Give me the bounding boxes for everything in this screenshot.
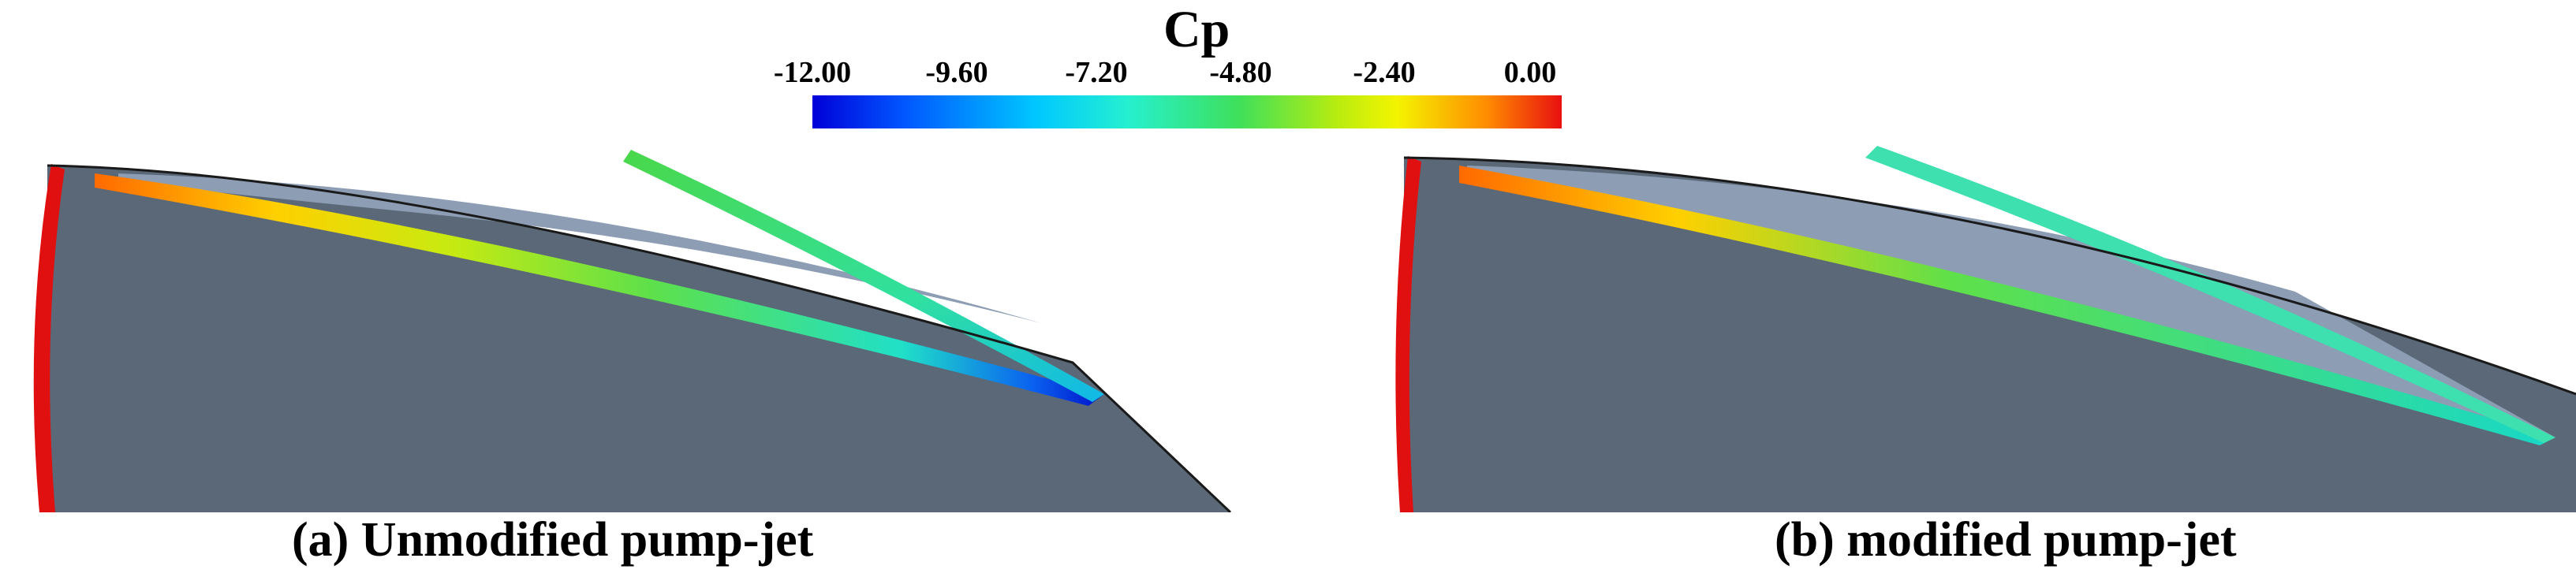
blade-surface [1404, 158, 2576, 512]
tip-gap-region [118, 173, 1041, 323]
hub-edge [1395, 156, 1421, 512]
colorbar-gradient [812, 95, 1562, 128]
blade-outline [47, 164, 1232, 512]
colorbar-title: Cp [1163, 1, 1230, 58]
colorbar-tick: -12.00 [773, 56, 852, 89]
vortex-filament [623, 150, 1104, 402]
colorbar-tick: 0.00 [1503, 56, 1557, 89]
vortex-filament [1865, 146, 2555, 443]
colorbar-tick: -9.60 [925, 56, 988, 89]
colorbar-tick: -2.40 [1353, 56, 1416, 89]
blade-outline [1403, 156, 2576, 396]
panel-b-render [1395, 146, 2576, 512]
blade-surface [47, 166, 1230, 512]
colorbar-tick: -7.20 [1065, 56, 1128, 89]
tip-leakage-vortex [1459, 166, 2555, 445]
caption-b: (b) modified pump-jet [1775, 513, 2237, 567]
colorbar-tick: -4.80 [1209, 56, 1272, 89]
panel-a-render [33, 150, 1232, 512]
caption-a: (a) Unmodified pump-jet [292, 513, 814, 567]
hub-edge [33, 164, 65, 512]
tip-leakage-vortex [95, 173, 1104, 406]
